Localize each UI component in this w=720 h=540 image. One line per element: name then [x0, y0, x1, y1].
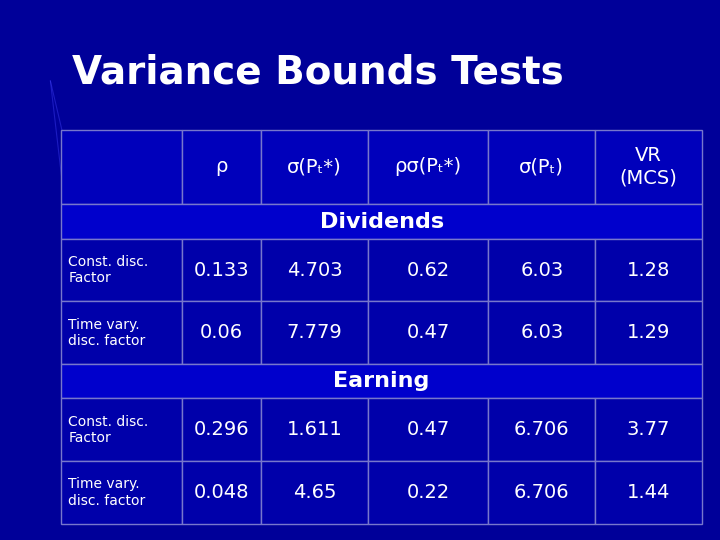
Bar [61, 461, 181, 524]
Text: 0.048: 0.048 [194, 483, 249, 502]
Text: Time vary.
disc. factor: Time vary. disc. factor [68, 318, 145, 348]
Text: Const. disc.
Factor: Const. disc. Factor [68, 255, 149, 285]
Bar [61, 239, 181, 301]
Bar [595, 399, 702, 461]
Text: 1.44: 1.44 [627, 483, 670, 502]
Bar [181, 301, 261, 364]
Text: 0.47: 0.47 [407, 420, 450, 440]
Bar [368, 399, 488, 461]
Bar [368, 130, 488, 205]
Text: 0.06: 0.06 [200, 323, 243, 342]
Bar [61, 205, 702, 239]
Text: 6.706: 6.706 [514, 420, 570, 440]
Text: 0.133: 0.133 [194, 261, 249, 280]
Text: 3.77: 3.77 [627, 420, 670, 440]
Bar [181, 399, 261, 461]
Text: 1.29: 1.29 [627, 323, 670, 342]
Text: 0.22: 0.22 [407, 483, 450, 502]
Bar [261, 399, 368, 461]
Text: Variance Bounds Tests: Variance Bounds Tests [72, 54, 564, 92]
Bar [488, 239, 595, 301]
Text: 6.03: 6.03 [520, 323, 564, 342]
Text: 0.62: 0.62 [407, 261, 450, 280]
Text: 1.28: 1.28 [627, 261, 670, 280]
Bar [488, 130, 595, 205]
Text: 6.03: 6.03 [520, 261, 564, 280]
Bar [261, 239, 368, 301]
Text: 1.611: 1.611 [287, 420, 342, 440]
Text: σ(Pₜ): σ(Pₜ) [519, 158, 564, 177]
Bar [61, 130, 181, 205]
Text: Dividends: Dividends [320, 212, 444, 232]
Text: Const. disc.
Factor: Const. disc. Factor [68, 415, 149, 445]
Bar [181, 130, 261, 205]
Text: ρ: ρ [215, 158, 228, 177]
Bar [181, 239, 261, 301]
Bar [61, 301, 181, 364]
Bar [595, 301, 702, 364]
Bar [488, 399, 595, 461]
Text: 7.779: 7.779 [287, 323, 342, 342]
Text: 0.296: 0.296 [194, 420, 249, 440]
Bar [61, 364, 702, 399]
Text: VR
(MCS): VR (MCS) [620, 146, 678, 188]
Bar [368, 239, 488, 301]
Text: 4.703: 4.703 [287, 261, 342, 280]
Bar [61, 399, 181, 461]
Bar [261, 130, 368, 205]
Text: Time vary.
disc. factor: Time vary. disc. factor [68, 477, 145, 508]
Text: 0.47: 0.47 [407, 323, 450, 342]
Bar [488, 301, 595, 364]
Bar [261, 301, 368, 364]
Bar [488, 461, 595, 524]
Text: ρσ(Pₜ*): ρσ(Pₜ*) [395, 158, 462, 177]
Bar [368, 301, 488, 364]
Bar [595, 461, 702, 524]
Bar [181, 461, 261, 524]
Text: 6.706: 6.706 [514, 483, 570, 502]
Text: σ(Pₜ*): σ(Pₜ*) [287, 158, 342, 177]
Text: 4.65: 4.65 [292, 483, 336, 502]
Bar [368, 461, 488, 524]
Bar [595, 130, 702, 205]
Bar [261, 461, 368, 524]
Bar [595, 239, 702, 301]
Text: Earning: Earning [333, 372, 430, 392]
